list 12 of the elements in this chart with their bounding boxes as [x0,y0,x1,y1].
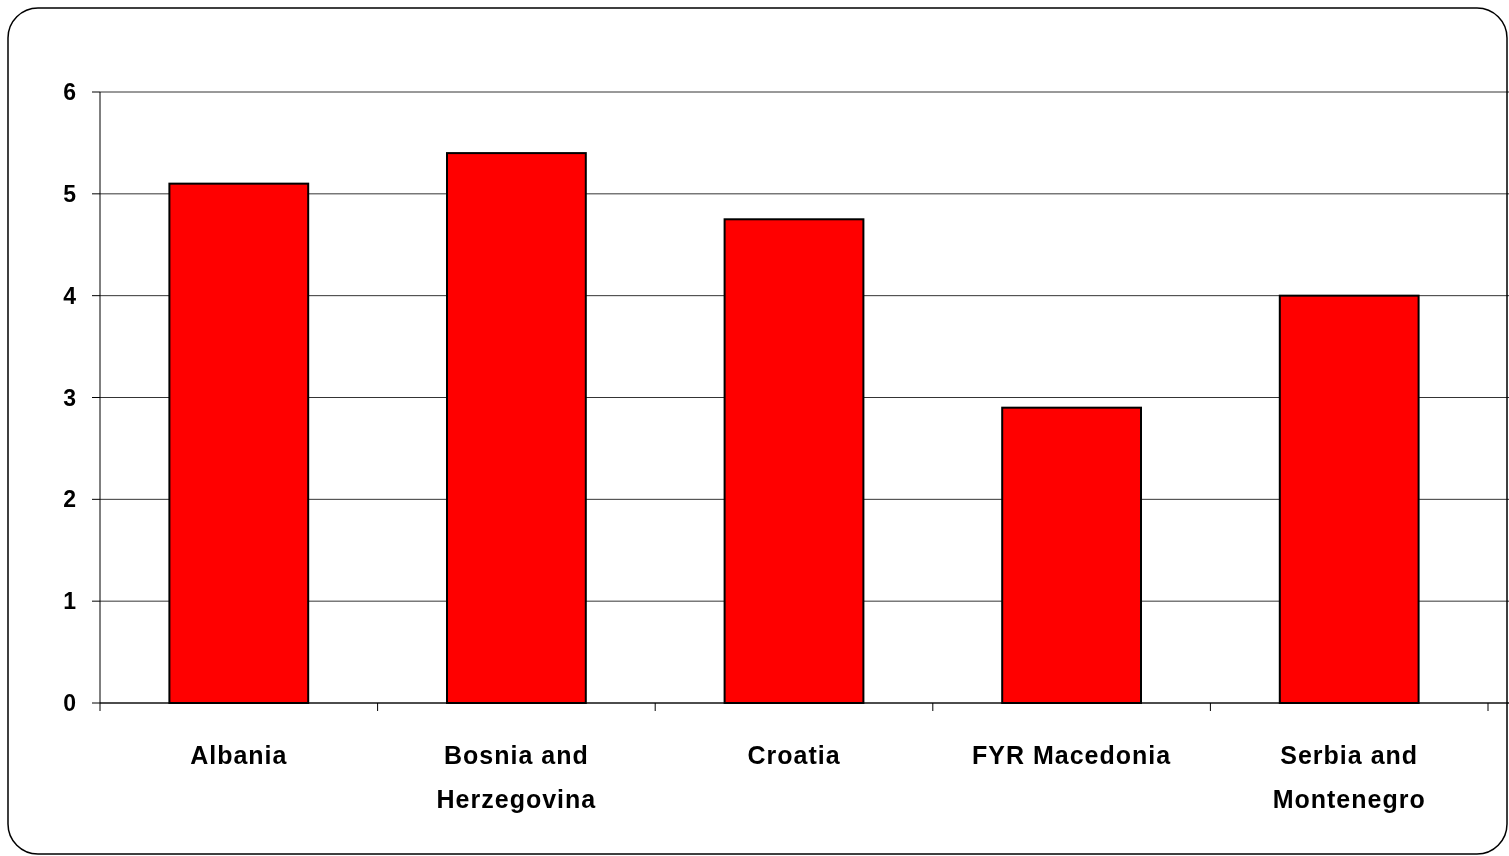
x-tick-label: Serbia and Montenegro [1272,740,1426,813]
x-tick-label: Albania [190,740,288,769]
y-tick-label: 4 [63,282,77,309]
y-tick-label: 2 [63,486,76,513]
y-tick-label: 5 [63,180,77,207]
y-tick-label: 1 [63,588,77,615]
y-tick-label: 3 [63,384,76,411]
y-tick-label: 0 [63,690,76,717]
y-tick-label: 6 [63,79,76,106]
x-tick-label: FYR Macedonia [972,740,1172,769]
x-tick-label: Croatia [747,740,841,769]
x-tick-label: Bosnia and Herzegovina [436,740,597,813]
